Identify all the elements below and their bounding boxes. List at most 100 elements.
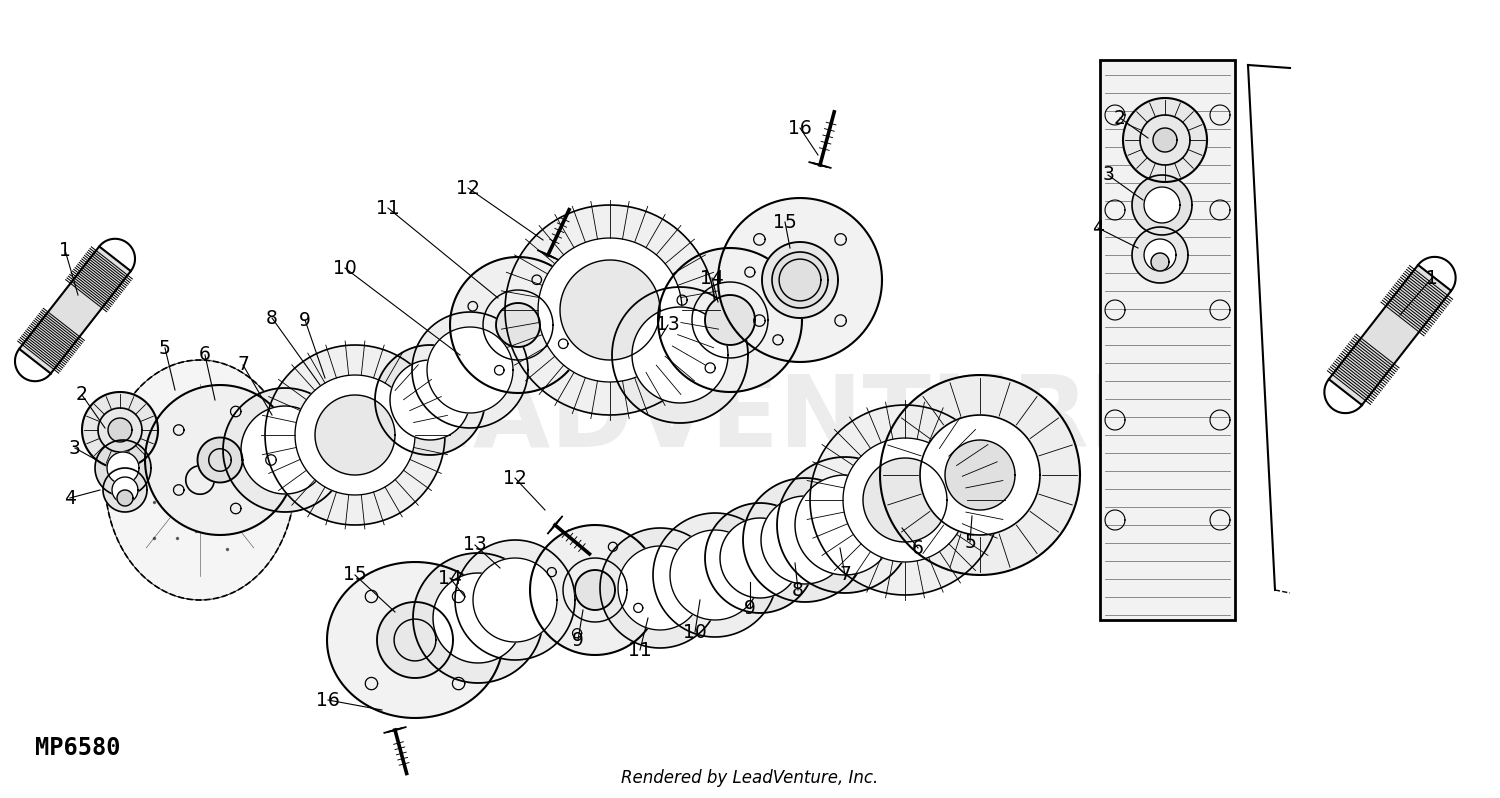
Polygon shape	[1329, 265, 1450, 405]
Polygon shape	[632, 307, 728, 403]
Text: 10: 10	[333, 259, 357, 278]
Polygon shape	[652, 513, 777, 637]
Polygon shape	[327, 562, 502, 718]
Polygon shape	[108, 418, 132, 442]
Text: 16: 16	[788, 118, 812, 137]
Polygon shape	[198, 437, 243, 483]
Polygon shape	[1144, 187, 1180, 223]
Text: MP6580: MP6580	[34, 736, 120, 760]
Polygon shape	[413, 553, 543, 683]
Polygon shape	[810, 405, 1000, 595]
Text: 15: 15	[772, 212, 796, 231]
Polygon shape	[472, 558, 556, 642]
Polygon shape	[618, 546, 702, 630]
Polygon shape	[1144, 239, 1176, 271]
Polygon shape	[705, 503, 815, 613]
Bar	[1100, 60, 1234, 620]
Text: 3: 3	[69, 438, 81, 457]
Text: 14: 14	[438, 568, 462, 587]
Polygon shape	[762, 242, 839, 318]
Polygon shape	[146, 385, 296, 535]
Text: 2: 2	[1114, 109, 1126, 128]
Text: 1: 1	[1426, 268, 1438, 287]
Polygon shape	[454, 540, 574, 660]
Text: 16: 16	[316, 690, 340, 709]
Polygon shape	[574, 570, 615, 610]
Text: 5: 5	[964, 532, 976, 551]
Text: 9: 9	[298, 310, 310, 330]
Text: 7: 7	[839, 566, 850, 584]
Text: 13: 13	[656, 315, 680, 334]
Polygon shape	[390, 360, 470, 440]
Polygon shape	[427, 327, 513, 413]
Polygon shape	[94, 440, 152, 496]
Polygon shape	[658, 248, 802, 392]
Polygon shape	[1154, 128, 1178, 152]
Text: Rendered by LeadVenture, Inc.: Rendered by LeadVenture, Inc.	[621, 769, 879, 787]
Text: 11: 11	[376, 199, 400, 218]
Polygon shape	[760, 496, 849, 584]
Text: 12: 12	[456, 179, 480, 197]
Polygon shape	[862, 458, 946, 542]
Polygon shape	[530, 525, 660, 655]
Text: 6: 6	[912, 539, 924, 558]
Polygon shape	[82, 392, 158, 468]
Polygon shape	[1124, 98, 1208, 182]
Polygon shape	[106, 452, 140, 484]
Polygon shape	[560, 260, 660, 360]
Polygon shape	[772, 252, 828, 308]
Polygon shape	[600, 528, 720, 648]
Polygon shape	[612, 287, 748, 423]
Text: 4: 4	[64, 488, 76, 508]
Polygon shape	[742, 478, 867, 602]
Text: 15: 15	[344, 566, 368, 584]
Polygon shape	[880, 375, 1080, 575]
Text: 3: 3	[1102, 165, 1114, 184]
Text: 1: 1	[58, 240, 70, 259]
Polygon shape	[1150, 253, 1168, 271]
Polygon shape	[224, 388, 346, 512]
Polygon shape	[496, 303, 540, 347]
Polygon shape	[795, 475, 895, 575]
Text: 14: 14	[700, 268, 724, 287]
Polygon shape	[112, 477, 138, 503]
Polygon shape	[450, 257, 586, 393]
Polygon shape	[920, 415, 1040, 535]
Polygon shape	[266, 345, 446, 525]
Polygon shape	[186, 466, 214, 494]
Polygon shape	[1132, 175, 1192, 235]
Polygon shape	[1132, 227, 1188, 283]
Polygon shape	[242, 406, 328, 494]
Text: 8: 8	[266, 309, 278, 327]
Polygon shape	[538, 238, 682, 382]
Text: 10: 10	[682, 622, 706, 642]
Polygon shape	[375, 345, 484, 455]
Polygon shape	[376, 602, 453, 678]
Text: 13: 13	[464, 535, 488, 555]
Text: 8: 8	[792, 580, 804, 599]
Polygon shape	[296, 375, 416, 495]
Polygon shape	[705, 295, 754, 345]
Polygon shape	[945, 440, 1016, 510]
Polygon shape	[777, 457, 914, 593]
Polygon shape	[433, 573, 524, 663]
Text: 5: 5	[159, 338, 171, 358]
Polygon shape	[843, 438, 968, 562]
Text: 7: 7	[237, 355, 249, 374]
Polygon shape	[413, 312, 528, 428]
Text: 11: 11	[628, 641, 652, 659]
Text: 6: 6	[200, 346, 211, 365]
Polygon shape	[105, 360, 296, 600]
Text: 9: 9	[744, 598, 756, 618]
Polygon shape	[117, 490, 134, 506]
Text: 12: 12	[503, 468, 526, 488]
Polygon shape	[315, 395, 394, 475]
Polygon shape	[720, 518, 800, 598]
Polygon shape	[20, 247, 130, 373]
Text: 2: 2	[76, 385, 88, 405]
Text: LEADVENTURE: LEADVENTURE	[342, 372, 1158, 468]
Text: 4: 4	[1092, 219, 1104, 238]
Polygon shape	[718, 198, 882, 362]
Polygon shape	[506, 205, 716, 415]
Polygon shape	[104, 468, 147, 512]
